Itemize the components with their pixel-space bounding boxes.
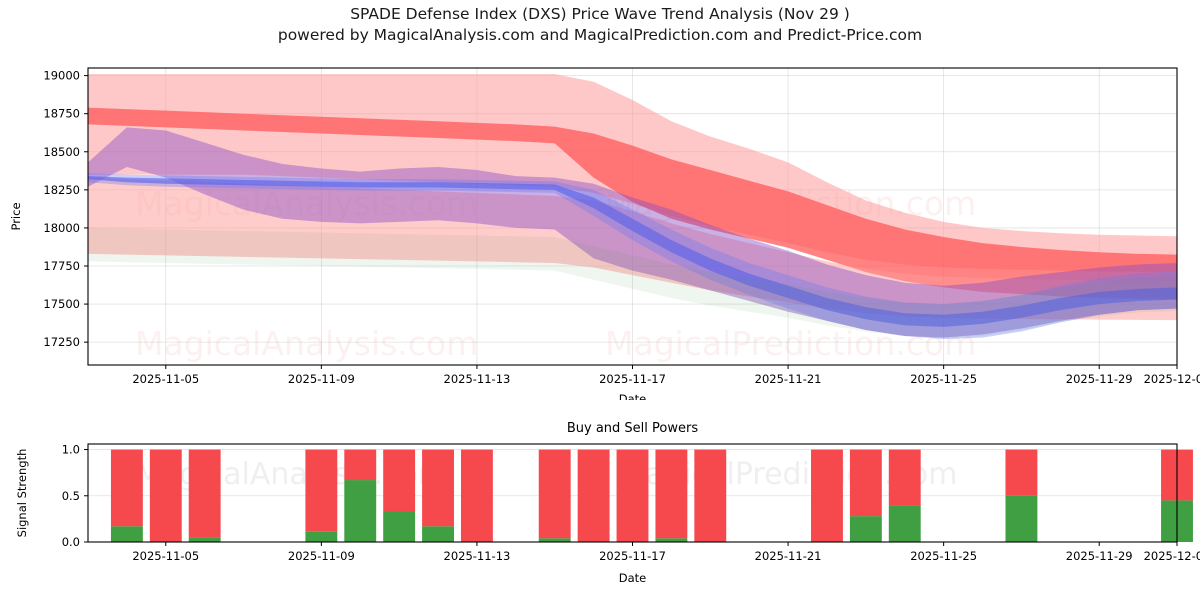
x-tick-label: 2025-11-13	[444, 372, 511, 386]
x-tick-label: 2025-11-29	[1066, 372, 1133, 386]
x-tick-label: 2025-11-09	[288, 372, 355, 386]
x-tick-label: 2025-11-21	[755, 549, 822, 563]
bar-buy-power	[344, 480, 377, 542]
x-tick-label: 2025-11-29	[1066, 549, 1133, 563]
y-tick-label: 17500	[43, 297, 80, 311]
bar-buy-power	[849, 516, 882, 542]
bar-sell-power	[110, 449, 143, 527]
bar-sell-power	[811, 449, 843, 542]
x-tick-label: 2025-11-13	[444, 549, 511, 563]
y-tick-label: 19000	[43, 69, 80, 83]
price-wave-chart: MagicalAnalysis.com MagicalPrediction.com…	[9, 67, 1200, 400]
x-tick-label: 2025-11-17	[599, 549, 666, 563]
x-tick-label: 2025-11-05	[132, 372, 199, 386]
x-axis-label: Date	[619, 571, 647, 585]
x-tick-label: 2025-11-17	[599, 372, 666, 386]
y-tick-label: 18000	[43, 221, 80, 235]
page-title: SPADE Defense Index (DXS) Price Wave Tre…	[0, 4, 1200, 46]
bar-buy-power	[538, 538, 571, 542]
band-lower-outer-band	[88, 177, 1177, 321]
bar-buy-power	[888, 505, 921, 542]
bar-sell-power	[460, 449, 493, 542]
y-axis-label: Price	[9, 202, 23, 230]
bar-sell-power	[188, 449, 221, 538]
y-tick-label: 18250	[43, 183, 80, 197]
bar-sell-power	[383, 449, 416, 512]
y-axis-label: Signal Strength	[15, 449, 29, 538]
bar-sell-power	[538, 449, 571, 539]
band-green-faint-band	[88, 227, 1177, 338]
subplot-title: Buy and Sell Powers	[567, 421, 698, 436]
x-tick-label: 2025-11-09	[288, 549, 355, 563]
title-line-1: SPADE Defense Index (DXS) Price Wave Tre…	[350, 5, 850, 23]
bar-buy-power	[655, 538, 688, 542]
y-tick-label: 17750	[43, 259, 80, 273]
bar-buy-power	[1005, 495, 1038, 542]
bar-sell-power	[655, 449, 688, 539]
bar-sell-power	[422, 449, 454, 527]
bar-sell-power	[1005, 449, 1038, 496]
watermark-left-lower: MagicalAnalysis.com	[135, 324, 478, 363]
bar-buy-power	[110, 526, 143, 542]
bar-sell-power	[344, 449, 377, 481]
y-tick-label: 18500	[43, 145, 80, 159]
y-tick-label: 0.0	[62, 535, 80, 549]
band-purple-wave-band	[88, 127, 1177, 338]
y-tick-label: 18750	[43, 107, 80, 121]
x-tick-label: 2025-11-25	[910, 372, 977, 386]
band-mid-red-band	[88, 107, 1177, 300]
x-tick-label: 2025-11-21	[755, 372, 822, 386]
x-tick-label: 2025-11-05	[132, 549, 199, 563]
bar-buy-power	[188, 537, 221, 542]
bar-buy-power	[422, 526, 454, 542]
x-axis-label: Date	[619, 392, 647, 400]
x-tick-label: 2025-11-25	[910, 549, 977, 563]
bar-buy-power	[383, 511, 416, 542]
bar-sell-power	[305, 449, 338, 532]
bar-sell-power	[849, 449, 882, 517]
bar-sell-power	[577, 449, 610, 542]
x-tick-label: 2025-12-01	[1144, 549, 1200, 563]
bar-sell-power	[888, 449, 921, 506]
bar-buy-power	[305, 531, 338, 542]
y-tick-label: 1.0	[62, 443, 80, 457]
title-line-2: powered by MagicalAnalysis.com and Magic…	[277, 26, 923, 44]
x-tick-label: 2025-12-01	[1144, 372, 1200, 386]
bar-sell-power	[149, 449, 182, 542]
watermark-right-lower: MagicalPrediction.com	[605, 324, 976, 363]
y-tick-label: 17250	[43, 335, 80, 349]
bar-sell-power	[694, 449, 727, 542]
y-tick-label: 0.5	[62, 489, 80, 503]
bar-sell-power	[616, 449, 649, 542]
